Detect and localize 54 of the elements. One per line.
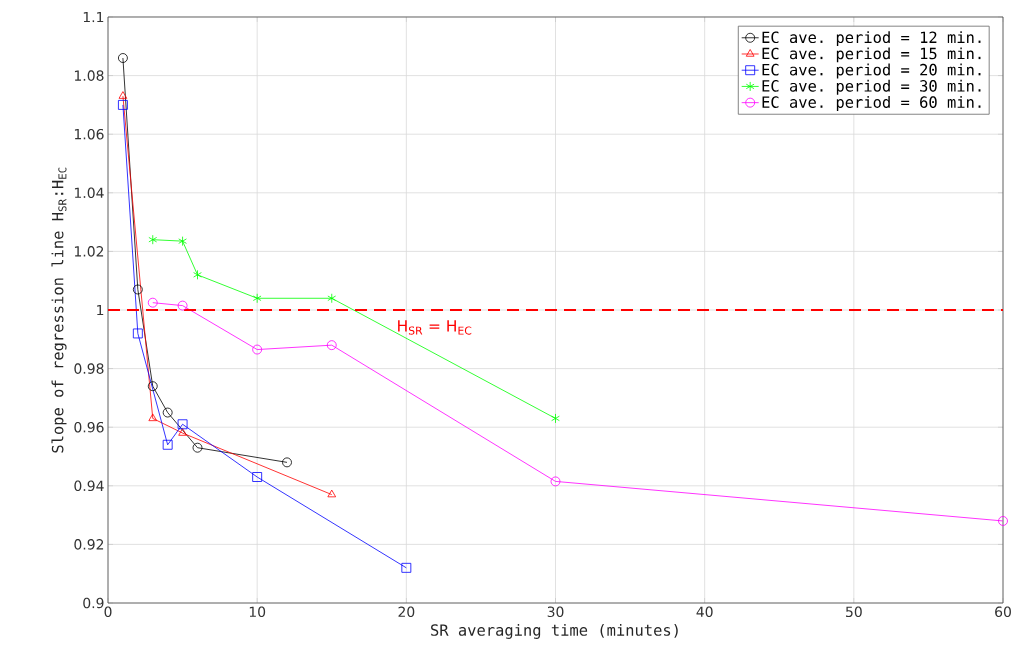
point	[177, 419, 188, 430]
point	[178, 236, 187, 247]
point	[132, 284, 143, 295]
point	[252, 344, 263, 355]
y-tick-label: 0.9	[83, 597, 104, 609]
point	[252, 472, 263, 482]
legend-label: EC ave. period = 60 min.	[762, 96, 981, 111]
point	[178, 428, 187, 436]
point	[177, 300, 188, 311]
point	[118, 99, 128, 110]
y-tick-label: 1.02	[74, 246, 104, 257]
point	[327, 489, 337, 498]
point	[162, 407, 173, 418]
x-tick-label: 20	[398, 606, 415, 618]
point	[401, 562, 412, 573]
y-tick-label: 1	[97, 304, 104, 316]
x-tick-label: 10	[249, 606, 266, 618]
legend-label: EC ave. period = 12 min.	[762, 31, 981, 47]
point	[252, 293, 262, 304]
y-tick-label: 0.98	[74, 363, 104, 374]
legend-label: EC ave. period = 15 min.	[762, 47, 981, 63]
point	[193, 269, 202, 280]
x-axis-title: SR averaging time (minutes)	[431, 623, 678, 639]
y-axis-title: Slope of regression line H$_{SR}$:H$_{EC}$	[51, 167, 67, 453]
point	[282, 457, 292, 468]
point	[192, 442, 203, 453]
point	[148, 413, 158, 422]
y-tick-label: 0.94	[74, 480, 104, 492]
x-tick-label: 30	[547, 606, 564, 618]
x-tick-label: 50	[846, 606, 862, 618]
point	[550, 476, 561, 487]
x-tick-label: 60	[995, 606, 1011, 618]
y-tick-label: 0.92	[74, 539, 104, 550]
y-tick-label: 1.08	[74, 70, 104, 81]
point	[998, 516, 1008, 526]
point	[327, 293, 337, 304]
x-tick-label: 40	[696, 606, 713, 618]
legend-label: EC ave. period = 20 min.	[762, 63, 981, 79]
point	[551, 413, 560, 424]
point	[118, 53, 128, 63]
point	[118, 91, 128, 99]
ref-line-label: H$_{SR}$ = H$_{EC}$	[398, 320, 472, 335]
y-tick-label: 1.06	[74, 128, 104, 140]
y-tick-label: 0.96	[74, 421, 104, 433]
point	[147, 381, 158, 392]
y-tick-label: 1.04	[74, 187, 104, 199]
y-tick-label: 1.1	[83, 11, 104, 23]
point	[148, 234, 158, 245]
x-tick-label: 0	[104, 606, 112, 618]
point	[326, 340, 337, 351]
point	[162, 439, 173, 450]
point	[147, 297, 158, 308]
point	[132, 328, 143, 339]
legend-label: EC ave. period = 30 min.	[762, 79, 981, 95]
